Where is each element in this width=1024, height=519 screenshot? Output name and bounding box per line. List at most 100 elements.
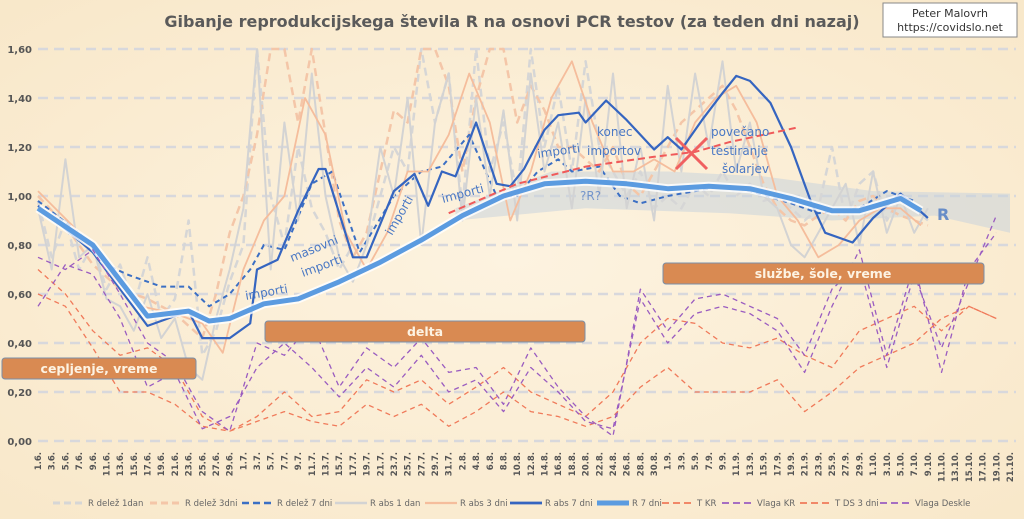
y-tick-label: 0,80: [7, 241, 32, 252]
legend-item-r-abs-7-dni: R abs 7 dni: [510, 499, 593, 509]
x-tick-label: 13.9.: [746, 452, 756, 476]
x-tick-label: 29.7.: [431, 452, 441, 476]
annotation-label: importov: [587, 144, 641, 158]
x-tick-label: 25.9.: [828, 452, 838, 476]
x-tick-label: 23.9.: [814, 452, 824, 476]
y-tick-label: 1,40: [7, 94, 32, 105]
r-uncertainty-band: [455, 171, 1010, 233]
annotation-box-text: cepljenje, vreme: [41, 361, 158, 376]
annotation-box-text: službe, šole, vreme: [755, 266, 892, 281]
legend-item-r-dele-1dan: R delež 1dan: [53, 499, 143, 509]
x-tick-label: 7.10.: [910, 452, 920, 476]
x-tick-label: 20.8.: [582, 452, 592, 476]
legend-label: R delež 7 dni: [277, 499, 332, 509]
legend-item-r-dele-3dni: R delež 3dni: [150, 499, 238, 509]
x-tick-label: 17.6.: [144, 452, 154, 476]
legend-item-r-dele-7-dni: R delež 7 dni: [242, 499, 332, 509]
y-tick-label: 0,20: [7, 388, 32, 399]
x-tick-label: 13.7.: [321, 452, 331, 476]
x-tick-label: 13.10.: [951, 452, 961, 482]
annotation-boxes: cepljenje, vreme delta službe, šole, vre…: [1, 262, 985, 380]
x-tick-label: 3.10.: [883, 452, 893, 476]
x-tick-label: 17.7.: [349, 452, 359, 476]
x-tick-label: 17.10.: [979, 452, 989, 482]
x-tick-label: 10.8.: [513, 452, 523, 476]
x-tick-label: 12.8.: [527, 452, 537, 476]
series-t-ds-3-dni: [37, 293, 997, 432]
legend-label: R abs 7 dni: [545, 499, 593, 509]
x-tick-label: 7.7.: [280, 452, 290, 470]
annotation-box-vaccination: [1, 357, 197, 380]
y-tick-label: 0,60: [7, 290, 32, 301]
x-tick-label: 11.9.: [732, 452, 742, 476]
x-tick-label: 21.10.: [1006, 452, 1016, 482]
x-tick-label: 19.10.: [992, 452, 1002, 482]
x-tick-label: 21.9.: [801, 452, 811, 476]
legend-item-t-ds-3-dni: T DS 3 dni: [800, 499, 879, 509]
annotation-box-text: delta: [407, 324, 443, 339]
annotation-label: šolarjev: [722, 162, 769, 176]
x-tick-label: 5.9.: [691, 452, 701, 470]
x-tick-label: 21.6.: [171, 452, 181, 476]
x-tick-label: 23.7.: [390, 452, 400, 476]
y-axis: 0,00 0,20 0,40 0,60 0,80 1,00 1,20 1,40 1,60: [7, 45, 32, 448]
legend-label: Vlaga KR: [757, 499, 795, 509]
y-tick-label: 1,00: [7, 192, 32, 203]
x-tick-label: 31.7.: [445, 452, 455, 476]
series-r-abs-3-dni: [37, 60, 922, 354]
r-label: R: [937, 205, 949, 224]
y-tick-label: 1,20: [7, 143, 32, 154]
x-tick-label: 7.9.: [705, 452, 715, 470]
annotation-label: povečano: [711, 125, 769, 139]
x-tick-label: 5.7.: [267, 452, 277, 470]
x-tick-label: 11.10.: [938, 452, 948, 482]
x-tick-label: 16.8.: [554, 452, 564, 476]
legend-item-vlaga-deskle: Vlaga Deskle: [880, 499, 970, 509]
x-tick-label: 1.6.: [34, 452, 44, 470]
y-tick-label: 0,40: [7, 339, 32, 350]
cross-mark-icon: [674, 136, 709, 171]
x-tick-label: 25.7.: [404, 452, 414, 476]
x-tick-label: 6.8.: [486, 452, 496, 470]
x-tick-label: 19.9.: [787, 452, 797, 476]
x-tick-label: 22.8.: [595, 452, 605, 476]
credit-author: Peter Malovrh: [912, 7, 988, 20]
x-tick-label: 26.8.: [623, 452, 633, 476]
x-tick-label: 27.7.: [417, 452, 427, 476]
x-tick-label: 29.6.: [226, 452, 236, 476]
x-tick-label: 15.6.: [130, 452, 140, 476]
x-tick-label: 18.8.: [568, 452, 578, 476]
x-tick-label: 1.7.: [239, 452, 249, 470]
x-tick-label: 13.6.: [116, 452, 126, 476]
series-r-abs-7-dni: [37, 74, 929, 340]
x-tick-label: 15.9.: [760, 452, 770, 476]
x-tick-label: 30.8.: [650, 452, 660, 476]
x-tick-label: 9.10.: [924, 452, 934, 476]
series-t-kr: [37, 269, 997, 432]
annotation-box-services: [662, 262, 985, 285]
trend-line: [448, 126, 799, 215]
x-tick-label: 1.9.: [664, 452, 674, 470]
x-tick-label: 19.6.: [157, 452, 167, 476]
x-tick-label: 21.7.: [376, 452, 386, 476]
x-tick-label: 11.7.: [308, 452, 318, 476]
x-tick-label: 27.9.: [842, 452, 852, 476]
series-r-7-dni: [36, 178, 923, 324]
y-tick-label: 1,60: [7, 45, 32, 56]
x-tick-label: 2.8.: [458, 452, 468, 470]
x-tick-label: 17.9.: [773, 452, 783, 476]
annotation-label: ?R?: [580, 189, 601, 203]
x-axis: 1.6. 3.6. 5.6. 7.6. 9.6. 11.6. 13.6. 15.6. 17.6.…: [34, 452, 1016, 482]
credit-url[interactable]: https://covidslo.net: [897, 21, 1003, 34]
x-tick-label: 27.6.: [212, 452, 222, 476]
x-tick-label: 9.6.: [89, 452, 99, 470]
x-tick-label: 29.9.: [855, 452, 865, 476]
legend-label: T DS 3 dni: [834, 499, 879, 509]
x-tick-label: 15.10.: [965, 452, 975, 482]
series-r-dele-3dni: [37, 47, 929, 340]
chart-title: Gibanje reprodukcijskega števila R na os…: [164, 12, 859, 31]
series-vlaga-deskle: [37, 232, 997, 430]
series-lines: [35, 47, 997, 437]
